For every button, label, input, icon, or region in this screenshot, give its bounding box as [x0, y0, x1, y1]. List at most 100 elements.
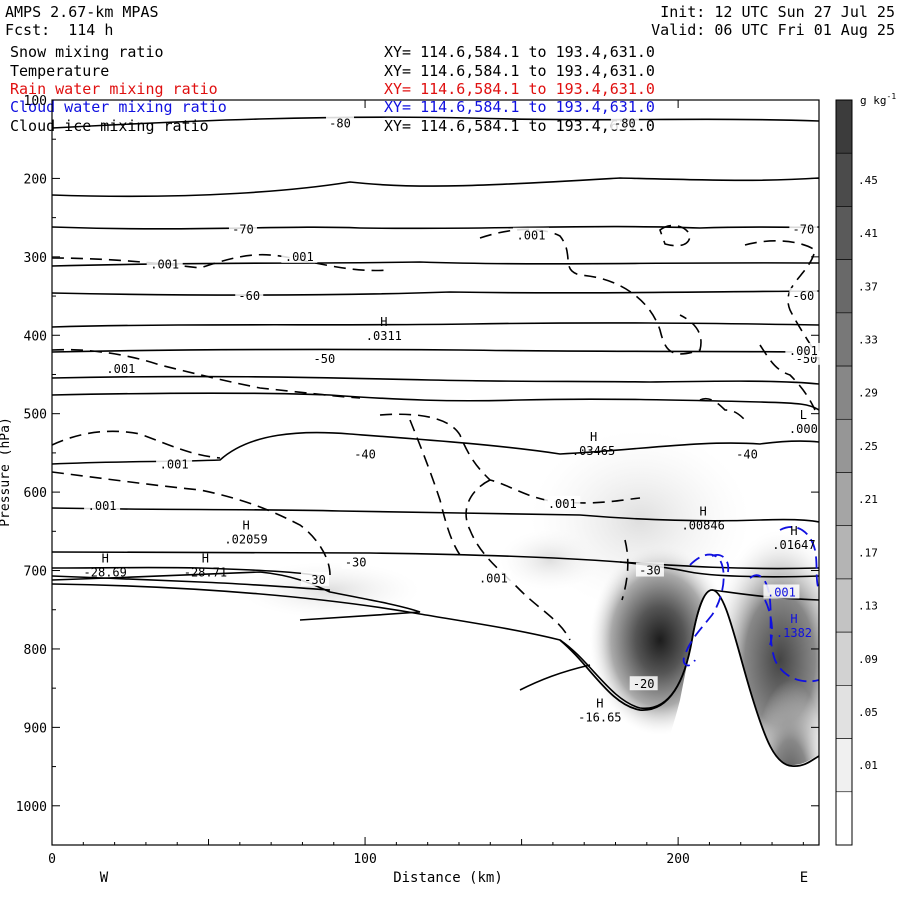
x-end-label-west: W: [100, 870, 109, 886]
contour-label-bg: [228, 221, 257, 236]
y-tick-label: 200: [24, 172, 47, 187]
extremum-marker: H: [242, 519, 249, 533]
x-axis: 0 100 200: [48, 100, 804, 867]
extremum-marker: H: [596, 697, 603, 711]
contour-label: -70: [793, 222, 815, 236]
contour-label: -30: [345, 556, 367, 570]
x-axis-label: Distance (km): [393, 870, 503, 886]
extremum-marker: H: [790, 524, 797, 538]
y-tick-label: 400: [24, 329, 47, 344]
colorbar-swatch: [835, 525, 853, 580]
contour-label: -80: [614, 117, 636, 131]
contour-label-bg: [610, 115, 639, 130]
extremum-value: -28.71: [184, 566, 227, 580]
contour-label-bg: [84, 498, 121, 513]
colorbar-label: .05: [858, 706, 878, 719]
contour-label-bg: [351, 446, 380, 461]
y-axis-label: Pressure (hPa): [0, 417, 13, 527]
extremum-value: -28.69: [84, 566, 127, 580]
x-tick-label: 200: [666, 852, 689, 867]
contour-label: -20: [633, 677, 655, 691]
y-tick-label: 700: [24, 565, 47, 580]
contour-label: -60: [793, 289, 815, 303]
contour-label: -40: [354, 447, 376, 461]
legend-xy-cloud-water: XY= 114.6,584.1 to 193.4,631.0: [384, 98, 655, 116]
colorbar-label: .41: [858, 227, 878, 240]
colorbar-label: .01: [858, 759, 878, 772]
y-tick-label: 600: [24, 486, 47, 501]
contour-labels: -80 -80-70 -70-60 -60-50 -50-40 -40-30-30-30-…: [84, 115, 822, 691]
x-end-label-east: E: [800, 870, 808, 886]
colorbar-swatch: [835, 206, 853, 260]
extremum-value: .0311: [366, 329, 402, 343]
extremum-marker: H: [590, 430, 597, 444]
colorbar-swatch: [835, 738, 853, 793]
contour-label: .001: [548, 497, 577, 511]
contour-label-bg: [146, 256, 183, 271]
contour-label: .001: [789, 344, 818, 358]
colorbar-units: g kg-1: [860, 92, 896, 107]
legend-field-rain: Rain water mixing ratio: [10, 80, 218, 98]
model-title: AMPS 2.67-km MPAS: [5, 3, 159, 21]
legend-xy-snow: XY= 114.6,584.1 to 193.4,631.0: [384, 43, 655, 61]
contour-label: -60: [238, 289, 260, 303]
contour-label-bg: [763, 584, 800, 599]
contour-label-bg: [300, 571, 329, 586]
contour-label: -80: [329, 117, 351, 131]
contour-label-bg: [475, 570, 512, 585]
contour-label: .001: [88, 499, 117, 513]
contour-label-bg: [326, 115, 355, 130]
contour-label: -70: [232, 222, 254, 236]
colorbar-frame: [835, 99, 853, 846]
colorbar-swatch: [835, 578, 853, 633]
contour-label: -40: [736, 447, 758, 461]
valid-time: Valid: 06 UTC Fri 01 Aug 25: [651, 21, 895, 39]
cloud-ice-contours: [52, 224, 819, 641]
contour-label: .001: [160, 458, 189, 472]
extremum-marker: H: [380, 315, 387, 329]
contour-label-bg: [310, 350, 339, 365]
contour-label-bg: [732, 446, 761, 461]
colorbar: .45 .41 .37 .33 .29 .25 .21 .17 .13 .09 .05 .01: [835, 99, 878, 846]
legend-xy-temperature: XY= 114.6,584.1 to 193.4,631.0: [384, 62, 655, 80]
extremum-value: .00846: [681, 519, 724, 533]
contour-label: -30: [639, 564, 661, 578]
extremum-value: .03465: [572, 444, 615, 458]
colorbar-label: .17: [858, 546, 878, 559]
colorbar-label: .25: [858, 440, 878, 453]
temperature-contours: [52, 116, 819, 710]
extremum-value: .1382: [776, 626, 812, 640]
colorbar-swatch: [835, 99, 853, 154]
contour-label-bg: [544, 495, 581, 510]
terrain: [52, 589, 819, 845]
y-tick-label: 800: [24, 643, 47, 658]
extremum-marker: H: [700, 505, 707, 519]
colorbar-label: .29: [858, 387, 878, 400]
colorbar-swatch: [835, 631, 853, 686]
legend-xy-rain: XY= 114.6,584.1 to 193.4,631.0: [384, 80, 655, 98]
cloud-water-contours: [682, 526, 819, 683]
contour-label: -30: [304, 573, 326, 587]
extremum-marker: H: [102, 552, 109, 566]
contour-label: .001: [150, 258, 179, 272]
colorbar-units-text: g kg: [860, 94, 887, 107]
contour-label: .001: [106, 362, 135, 376]
legend-field-cloud-water: Cloud water mixing ratio: [10, 98, 227, 116]
y-tick-label: 500: [24, 408, 47, 423]
x-tick-label: 0: [48, 852, 56, 867]
contour-label-bg: [629, 676, 658, 691]
y-tick-label: 100: [24, 94, 47, 109]
contour-label-bg: [341, 554, 370, 569]
y-tick-label: 1000: [16, 800, 47, 815]
contour-label-bg: [156, 456, 193, 471]
colorbar-label: .37: [858, 280, 878, 293]
legend-field-temperature: Temperature: [10, 62, 110, 80]
y-tick-label: 300: [24, 251, 47, 266]
extremum-marker: L: [800, 408, 807, 422]
colorbar-units-sup: -1: [887, 92, 897, 101]
extremum-value: .01647: [772, 538, 815, 552]
colorbar-label: .33: [858, 333, 878, 346]
contour-label-bg: [512, 227, 549, 242]
contour-label-bg: [789, 288, 818, 303]
